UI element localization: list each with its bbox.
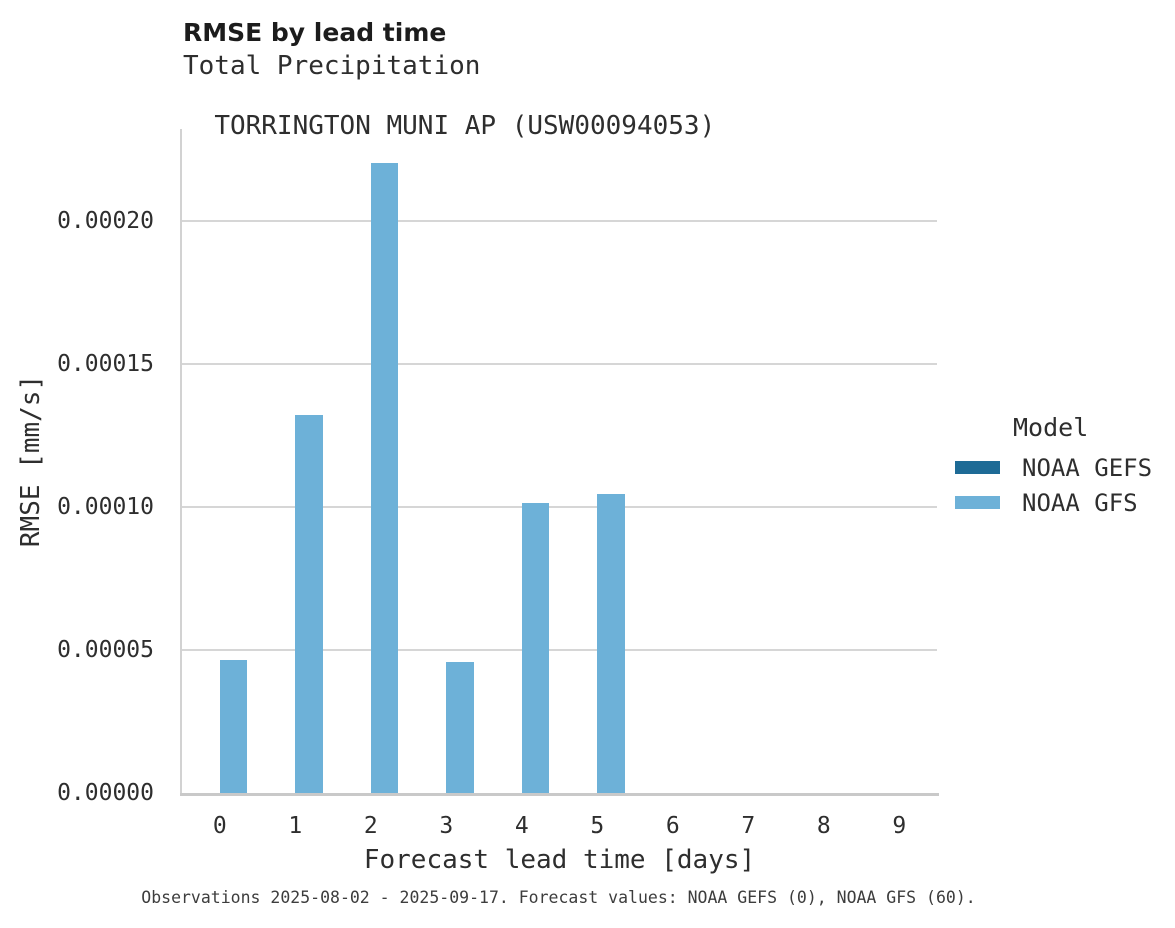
legend-swatch xyxy=(955,496,1000,509)
bar-noaa-gfs-day-4 xyxy=(521,502,550,793)
chart-title: RMSE by lead time xyxy=(183,18,447,47)
legend-label: NOAA GFS xyxy=(1022,488,1138,517)
y-tick-label: 0.00015 xyxy=(57,350,154,377)
x-tick-label: 4 xyxy=(514,813,529,839)
legend-title: Model xyxy=(1013,413,1089,442)
chart-subtitle-line-2: TORRINGTON MUNI AP (USW00094053) xyxy=(214,111,716,141)
bar-noaa-gfs-day-2 xyxy=(370,163,399,793)
chart-subtitle-line-1: Total Precipitation xyxy=(183,51,481,81)
x-axis-spine xyxy=(180,793,939,796)
y-gridline xyxy=(182,505,937,508)
x-tick-label: 3 xyxy=(439,813,454,839)
plot-area xyxy=(180,129,939,796)
y-axis-spine xyxy=(180,129,182,796)
x-tick-label: 5 xyxy=(590,813,605,839)
y-tick-label: 0.00020 xyxy=(57,207,154,234)
bar-noaa-gfs-day-5 xyxy=(597,493,625,793)
legend-swatch xyxy=(955,461,1000,474)
x-tick-label: 2 xyxy=(363,813,378,839)
legend-entries: NOAA GEFS NOAA GFS xyxy=(955,450,1170,520)
y-axis-title: RMSE [mm/s] xyxy=(16,374,46,548)
caption: Observations 2025-08-02 - 2025-09-17. Fo… xyxy=(141,888,976,907)
y-gridline xyxy=(182,648,937,651)
legend: Model NOAA GEFS NOAA GFS xyxy=(955,413,1170,520)
y-tick-label: 0.00005 xyxy=(57,636,154,663)
chart-subtitle: Total Precipitation TORRINGTON MUNI AP (… xyxy=(183,51,715,141)
x-tick-label: 1 xyxy=(288,813,303,839)
x-tick-label: 6 xyxy=(665,813,680,839)
bar-noaa-gfs-day-3 xyxy=(446,661,474,793)
y-tick-label: 0.00010 xyxy=(57,493,154,520)
x-tick-label: 8 xyxy=(816,813,831,839)
y-gridline xyxy=(182,362,937,365)
legend-entry-noaa-gfs: NOAA GFS xyxy=(955,485,1170,520)
bar-noaa-gfs-day-1 xyxy=(295,414,323,793)
x-tick-label: 0 xyxy=(212,813,227,839)
x-axis-title: Forecast lead time [days] xyxy=(363,845,756,875)
bar-noaa-gfs-day-0 xyxy=(219,659,248,793)
x-tick-label: 7 xyxy=(741,813,756,839)
y-tick-label: 0.00000 xyxy=(57,780,154,806)
legend-label: NOAA GEFS xyxy=(1022,453,1153,482)
legend-entry-noaa-gefs: NOAA GEFS xyxy=(955,450,1170,485)
x-tick-label: 9 xyxy=(892,813,907,839)
y-gridline xyxy=(182,219,937,222)
